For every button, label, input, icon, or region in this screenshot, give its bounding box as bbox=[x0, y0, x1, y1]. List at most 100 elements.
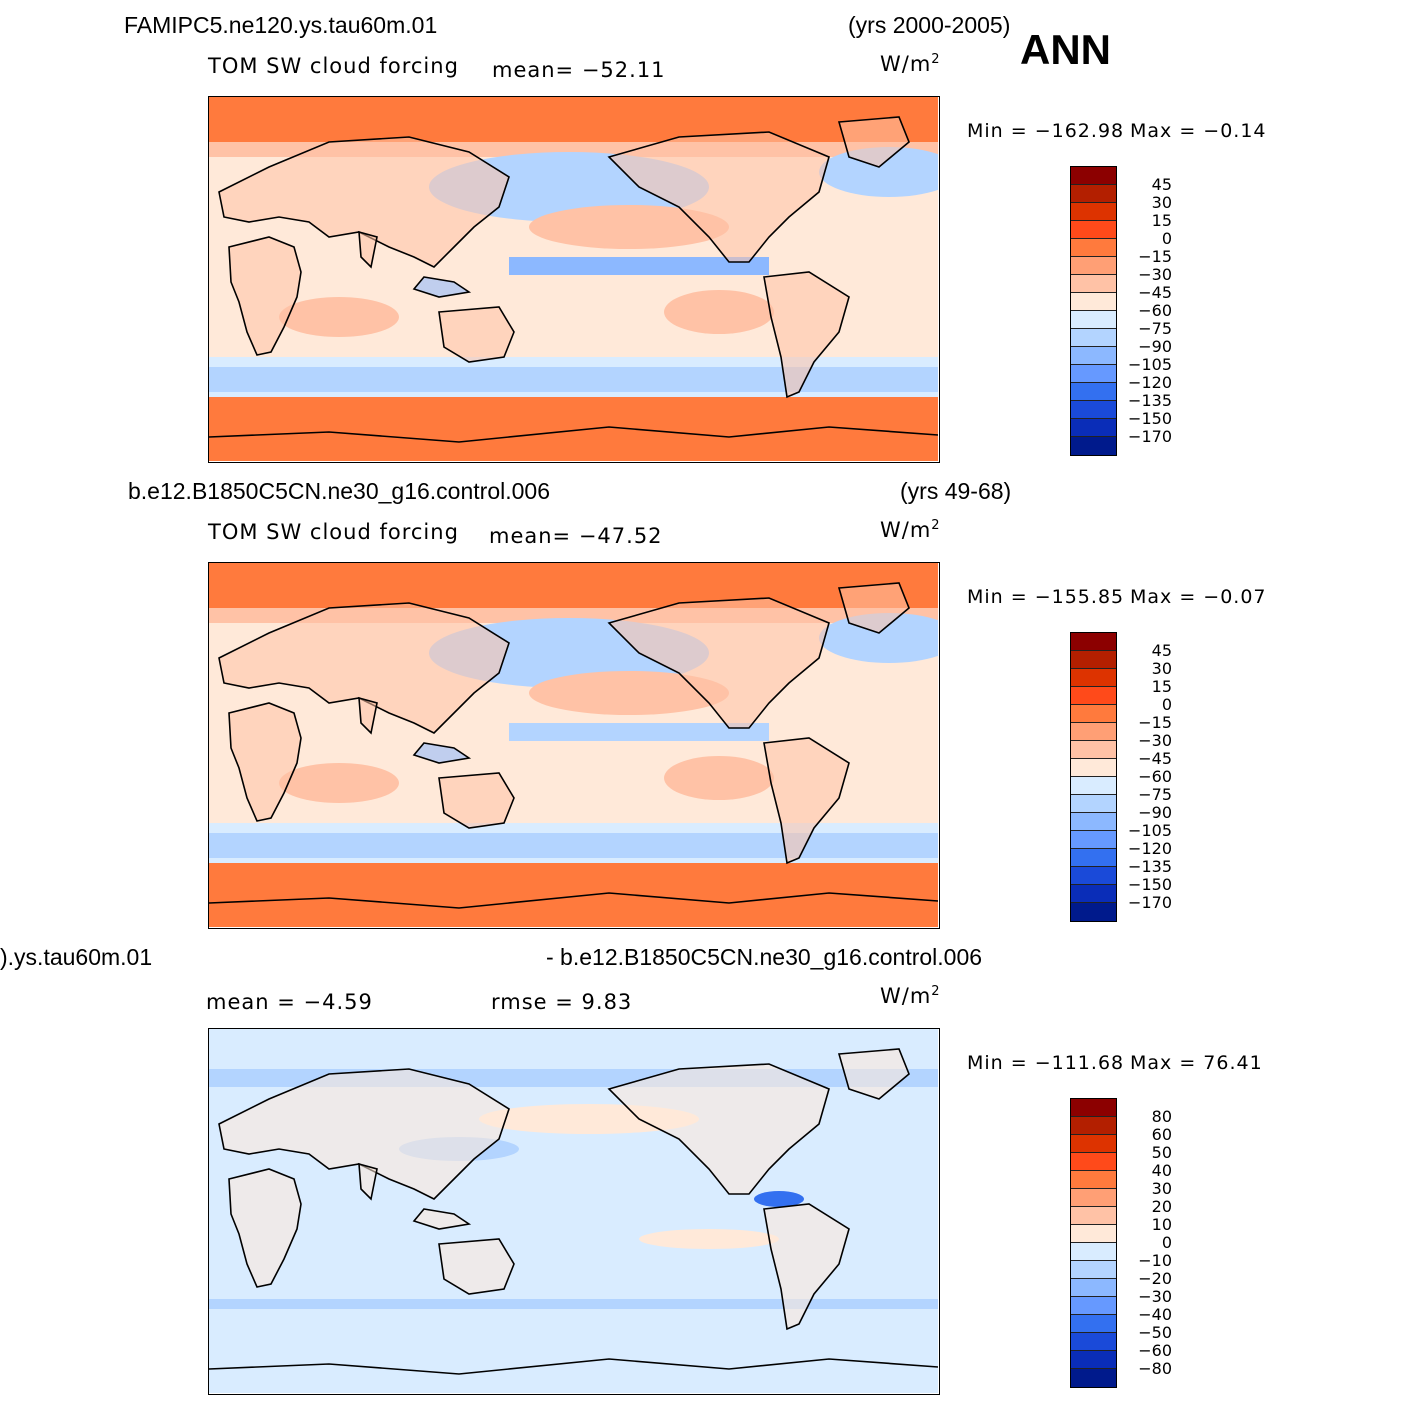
colorbar-swatch bbox=[1071, 203, 1116, 221]
panel-1-min: Min = −162.98 bbox=[967, 120, 1125, 142]
panel-3-stat-mean: mean = −4.59 bbox=[206, 990, 373, 1014]
colorbar-swatch bbox=[1071, 257, 1116, 275]
colorbar-swatch bbox=[1071, 383, 1116, 401]
panel-2-var-label: TOM SW cloud forcing bbox=[208, 520, 459, 544]
colorbar-tick-label: 45 bbox=[1151, 641, 1172, 660]
colorbar-tick-label: −60 bbox=[1138, 1341, 1172, 1360]
colorbar-swatch bbox=[1071, 741, 1116, 759]
colorbar-tick-label: −135 bbox=[1128, 857, 1172, 876]
colorbar-tick-label: −120 bbox=[1128, 373, 1172, 392]
panel-2-stat-mean: mean= −47.52 bbox=[489, 524, 663, 548]
colorbar-tick-label: −20 bbox=[1138, 1269, 1172, 1288]
colorbar-swatch bbox=[1071, 329, 1116, 347]
colorbar-tick-label: −75 bbox=[1138, 785, 1172, 804]
panel-2-map bbox=[208, 562, 940, 929]
colorbar-swatch bbox=[1071, 1315, 1116, 1333]
panel-1-units: W/m2 bbox=[880, 52, 941, 76]
colorbar-swatch bbox=[1071, 723, 1116, 741]
colorbar-swatch bbox=[1071, 1153, 1116, 1171]
colorbar-swatch bbox=[1071, 275, 1116, 293]
colorbar-swatch bbox=[1071, 705, 1116, 723]
panel-2-case-left: b.e12.B1850C5CN.ne30_g16.control.006 bbox=[128, 478, 550, 504]
colorbar-tick-label: −45 bbox=[1138, 283, 1172, 302]
colorbar-swatch bbox=[1071, 777, 1116, 795]
panel-3-max: Max = 76.41 bbox=[1130, 1052, 1263, 1074]
colorbar-swatch bbox=[1071, 651, 1116, 669]
colorbar-swatch bbox=[1071, 167, 1116, 185]
colorbar-tick-label: 30 bbox=[1151, 193, 1172, 212]
colorbar-tick-label: −60 bbox=[1138, 767, 1172, 786]
colorbar-tick-label: 45 bbox=[1151, 175, 1172, 194]
colorbar-tick-label: −105 bbox=[1128, 355, 1172, 374]
colorbar-swatch bbox=[1071, 687, 1116, 705]
colorbar-tick-label: 60 bbox=[1151, 1125, 1172, 1144]
colorbar-tick-label: 0 bbox=[1161, 229, 1172, 248]
colorbar-swatch bbox=[1071, 293, 1116, 311]
colorbar-tick-label: −30 bbox=[1138, 265, 1172, 284]
colorbar-swatch bbox=[1071, 1117, 1116, 1135]
panel-1-colorbar bbox=[1070, 166, 1117, 456]
panel-1-max: Max = −0.14 bbox=[1130, 120, 1267, 142]
colorbar-tick-label: −90 bbox=[1138, 803, 1172, 822]
colorbar-tick-label: −15 bbox=[1138, 713, 1172, 732]
panel-2-units: W/m2 bbox=[880, 518, 941, 542]
colorbar-tick-label: −90 bbox=[1138, 337, 1172, 356]
colorbar-swatch bbox=[1071, 903, 1116, 921]
panel-1-var-label: TOM SW cloud forcing bbox=[208, 54, 459, 78]
colorbar-swatch bbox=[1071, 1351, 1116, 1369]
colorbar-swatch bbox=[1071, 419, 1116, 437]
colorbar-swatch bbox=[1071, 1297, 1116, 1315]
colorbar-tick-label: 30 bbox=[1151, 1179, 1172, 1198]
panel-3-case-right: - b.e12.B1850C5CN.ne30_g16.control.006 bbox=[546, 944, 983, 970]
colorbar-tick-label: −80 bbox=[1138, 1359, 1172, 1378]
colorbar-tick-label: 80 bbox=[1151, 1107, 1172, 1126]
colorbar-swatch bbox=[1071, 401, 1116, 419]
colorbar-swatch bbox=[1071, 1207, 1116, 1225]
colorbar-swatch bbox=[1071, 1243, 1116, 1261]
colorbar-swatch bbox=[1071, 867, 1116, 885]
colorbar-swatch bbox=[1071, 239, 1116, 257]
colorbar-tick-label: 10 bbox=[1151, 1215, 1172, 1234]
colorbar-tick-label: −10 bbox=[1138, 1251, 1172, 1270]
colorbar-tick-label: −135 bbox=[1128, 391, 1172, 410]
colorbar-tick-label: −75 bbox=[1138, 319, 1172, 338]
colorbar-tick-label: −40 bbox=[1138, 1305, 1172, 1324]
colorbar-swatch bbox=[1071, 221, 1116, 239]
colorbar-swatch bbox=[1071, 633, 1116, 651]
colorbar-tick-label: 50 bbox=[1151, 1143, 1172, 1162]
colorbar-swatch bbox=[1071, 1099, 1116, 1117]
colorbar-swatch bbox=[1071, 1171, 1116, 1189]
panel-3-case-left: ).ys.tau60m.01 bbox=[0, 944, 153, 970]
colorbar-swatch bbox=[1071, 813, 1116, 831]
colorbar-tick-label: 0 bbox=[1161, 1233, 1172, 1252]
panel-1-map bbox=[208, 96, 940, 463]
colorbar-tick-label: −105 bbox=[1128, 821, 1172, 840]
panel-1-colorbar-labels: 45 30 15 0 −15 −30 −45 −60 −75 −90 −105 −120 −135 −15… bbox=[1120, 176, 1172, 446]
colorbar-swatch bbox=[1071, 831, 1116, 849]
panel-1-stat-mean: mean= −52.11 bbox=[492, 58, 666, 82]
colorbar-tick-label: 40 bbox=[1151, 1161, 1172, 1180]
colorbar-tick-label: −170 bbox=[1128, 427, 1172, 446]
colorbar-swatch bbox=[1071, 365, 1116, 383]
colorbar-tick-label: 0 bbox=[1161, 695, 1172, 714]
colorbar-tick-label: −30 bbox=[1138, 731, 1172, 750]
colorbar-tick-label: −60 bbox=[1138, 301, 1172, 320]
colorbar-tick-label: 15 bbox=[1151, 677, 1172, 696]
colorbar-tick-label: 15 bbox=[1151, 211, 1172, 230]
panel-1-case-right: (yrs 2000-2005) bbox=[848, 12, 1011, 38]
panel-3-map bbox=[208, 1028, 940, 1395]
colorbar-tick-label: −30 bbox=[1138, 1287, 1172, 1306]
colorbar-tick-label: −50 bbox=[1138, 1323, 1172, 1342]
panel-3-stat-rmse: rmse = 9.83 bbox=[491, 990, 633, 1014]
colorbar-swatch bbox=[1071, 1189, 1116, 1207]
panel-2-max: Max = −0.07 bbox=[1130, 586, 1267, 608]
colorbar-swatch bbox=[1071, 437, 1116, 455]
colorbar-tick-label: −120 bbox=[1128, 839, 1172, 858]
colorbar-swatch bbox=[1071, 885, 1116, 903]
colorbar-swatch bbox=[1071, 311, 1116, 329]
panel-3-colorbar bbox=[1070, 1098, 1117, 1388]
colorbar-swatch bbox=[1071, 1369, 1116, 1387]
panel-1-case-left: FAMIPC5.ne120.ys.tau60m.01 bbox=[124, 12, 438, 38]
colorbar-tick-label: −150 bbox=[1128, 875, 1172, 894]
colorbar-tick-label: −150 bbox=[1128, 409, 1172, 428]
